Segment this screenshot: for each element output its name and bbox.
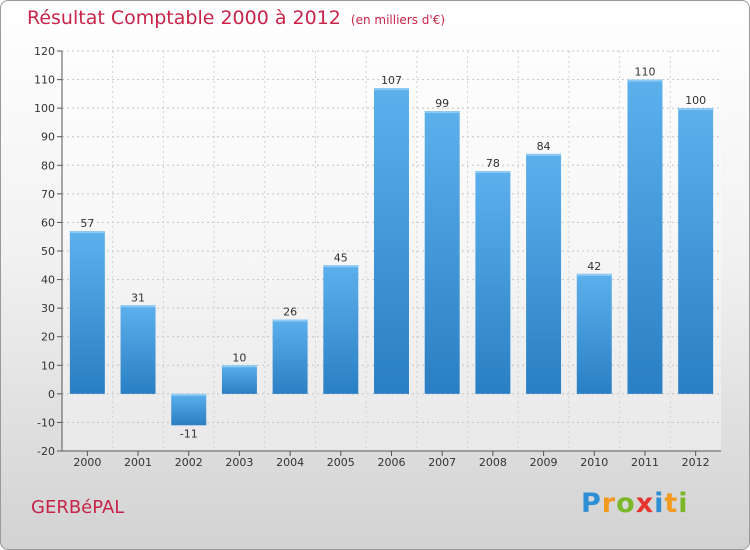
value-label: 107 — [381, 74, 402, 87]
bar-highlight — [526, 153, 562, 156]
bar-highlight — [678, 108, 714, 111]
bar — [120, 305, 156, 394]
bar — [171, 393, 207, 426]
bar — [272, 319, 308, 394]
bar-highlight — [221, 365, 257, 368]
bar-layer — [69, 79, 714, 426]
bar — [69, 231, 105, 394]
bar-highlight — [576, 273, 612, 276]
logo-letter: r — [601, 488, 617, 519]
y-tick-label: 100 — [34, 102, 55, 115]
value-label: -11 — [180, 427, 198, 440]
y-tick-label: 70 — [41, 188, 55, 201]
x-tick-label: 2003 — [225, 456, 253, 469]
bar — [221, 365, 257, 394]
value-label: 84 — [537, 140, 551, 153]
y-tick-label: -10 — [37, 416, 55, 429]
x-tick-label: 2010 — [580, 456, 608, 469]
y-tick-label: 0 — [48, 388, 55, 401]
bar — [627, 79, 663, 394]
chart-unit: (en milliers d'€) — [350, 13, 446, 27]
value-label: 42 — [587, 260, 601, 273]
bar-highlight — [475, 171, 511, 173]
bar — [576, 273, 612, 394]
x-tick-label: 2000 — [73, 456, 101, 469]
bar — [475, 171, 511, 394]
x-tick-label: 2004 — [276, 456, 304, 469]
bar-highlight — [323, 265, 359, 268]
bar-highlight — [627, 79, 663, 82]
x-tick-label: 2012 — [682, 456, 710, 469]
title-row: Résultat Comptable 2000 à 2012 (en millie… — [27, 7, 445, 29]
bar-highlight — [171, 393, 207, 396]
chart-title: Résultat Comptable 2000 à 2012 — [27, 7, 341, 29]
bar — [424, 111, 460, 394]
logo-letter: t — [664, 488, 679, 519]
y-tick-label: 120 — [34, 45, 55, 58]
bar — [526, 153, 562, 394]
y-tick-label: 90 — [41, 131, 55, 144]
x-tick-label: 2011 — [631, 456, 659, 469]
bar-highlight — [374, 88, 409, 91]
y-tick-label: 10 — [41, 359, 55, 372]
x-tick-label: 2002 — [175, 456, 203, 469]
logo-letter: i — [654, 488, 665, 519]
y-tick-label: 60 — [41, 216, 55, 229]
logo-letter: x — [635, 488, 655, 519]
value-label: 99 — [435, 97, 449, 110]
axis-layer: -20 -10 0 10 20 30 40 50 60 70 80 90 100 110 120 2000 20… — [34, 45, 721, 469]
logo-letter: o — [616, 488, 636, 519]
bar — [374, 88, 409, 394]
value-label: 110 — [634, 66, 655, 79]
y-tick-label: 40 — [41, 274, 55, 287]
logo-letter: i — [678, 488, 689, 519]
y-tick-label: 20 — [41, 331, 55, 344]
bar-highlight — [272, 319, 308, 322]
y-tick-label: 80 — [41, 159, 55, 172]
x-tick-label: 2001 — [124, 456, 152, 469]
value-label: 78 — [486, 157, 500, 170]
label-layer: 57 31 -11 10 26 45 107 99 78 84 42 110 100 — [80, 66, 706, 441]
y-tick-label: 50 — [41, 245, 55, 258]
value-label: 26 — [283, 306, 297, 319]
y-tick-label: -20 — [37, 445, 55, 458]
value-label: 57 — [80, 217, 94, 230]
value-label: 100 — [685, 94, 706, 107]
x-tick-label: 2009 — [530, 456, 558, 469]
x-tick-label: 2007 — [428, 456, 456, 469]
value-label: 31 — [131, 291, 145, 304]
bar — [678, 108, 714, 394]
bar-highlight — [424, 111, 460, 113]
value-label: 10 — [232, 351, 246, 364]
y-tick-label: 30 — [41, 302, 55, 315]
bar-highlight — [69, 231, 105, 233]
logo-letter: P — [581, 488, 602, 519]
x-tick-label: 2005 — [327, 456, 355, 469]
x-tick-label: 2008 — [479, 456, 507, 469]
town-name: GERBéPAL — [31, 497, 125, 518]
x-tick-label: 2006 — [378, 456, 406, 469]
bar — [323, 265, 359, 394]
bar-highlight — [120, 305, 156, 308]
value-label: 45 — [334, 251, 348, 264]
y-tick-label: 110 — [34, 74, 55, 87]
proxiti-logo: Proxiti — [581, 488, 689, 519]
